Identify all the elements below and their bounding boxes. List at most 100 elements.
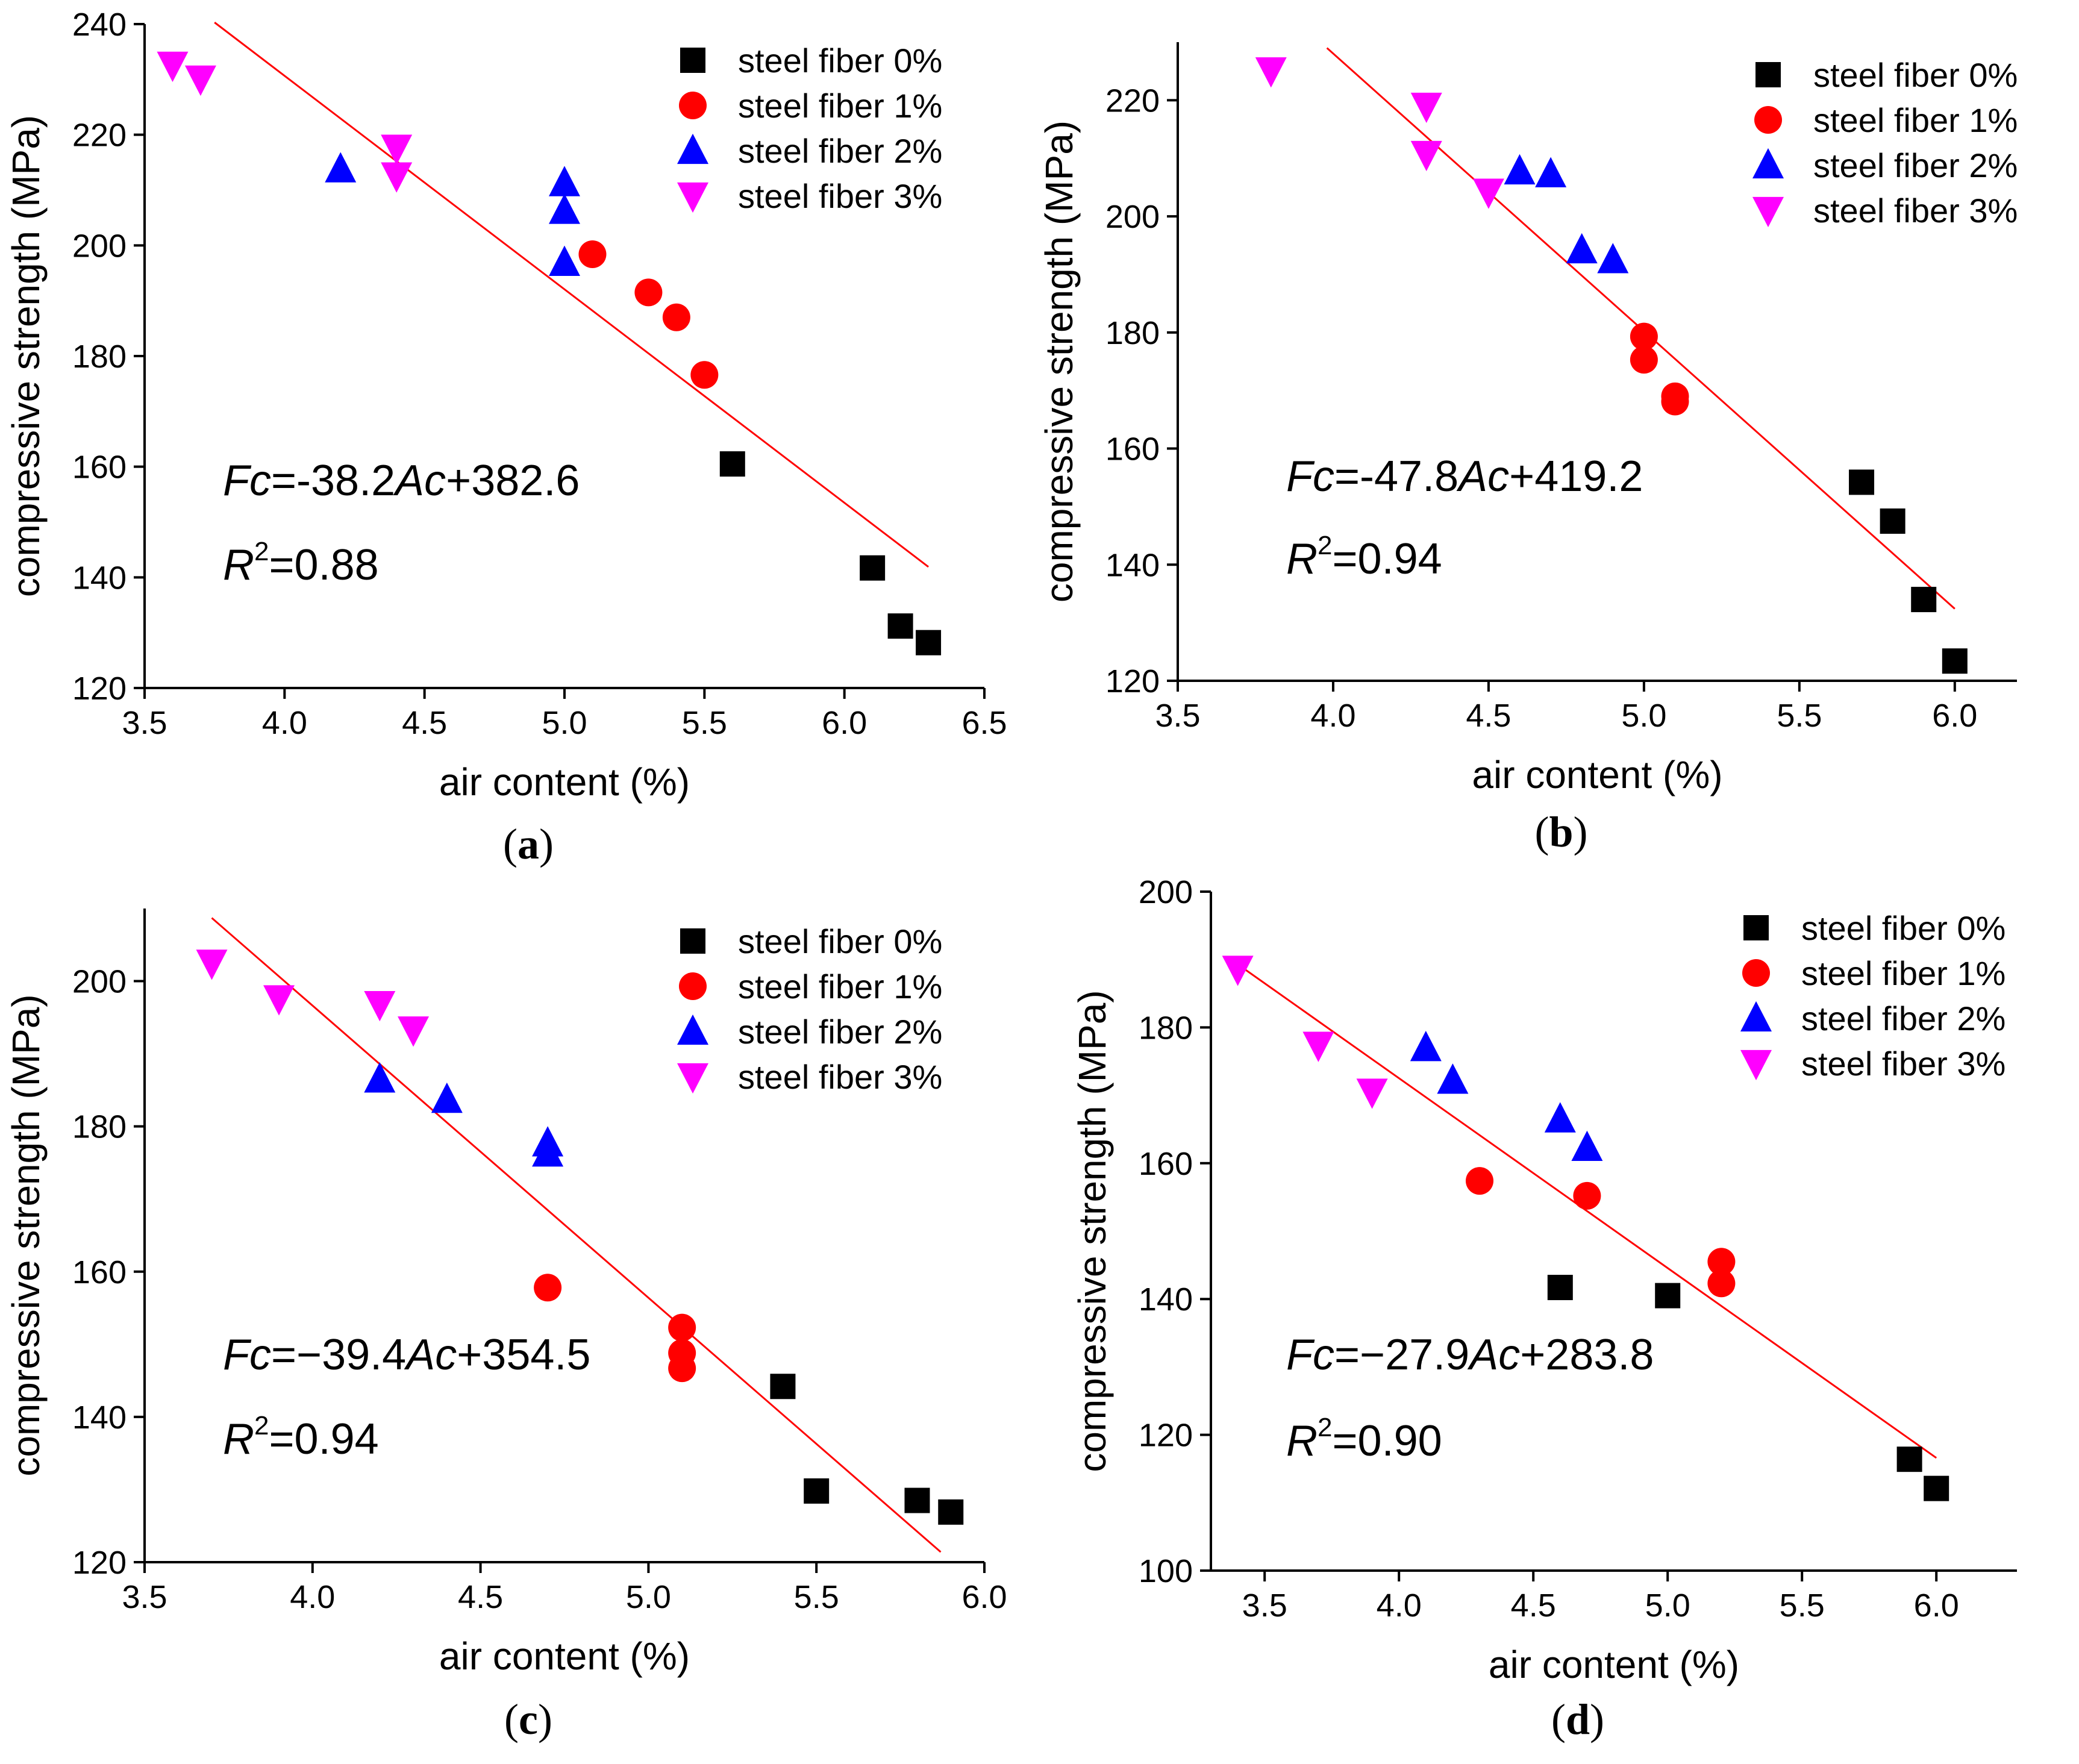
legend-entry: steel fiber 1%	[1801, 954, 2006, 992]
x-tick-label: 4.0	[1377, 1587, 1422, 1624]
equation-var: Ac	[393, 457, 446, 505]
x-tick-label: 4.0	[290, 1579, 335, 1615]
data-point-square	[1896, 1447, 1922, 1472]
data-point-triangle-down	[157, 51, 189, 83]
y-tick-label: 180	[1105, 315, 1160, 351]
legend-marker-square	[680, 48, 705, 73]
x-tick-label: 3.5	[1242, 1587, 1287, 1624]
panel-label: (c)	[504, 1695, 552, 1744]
panel-label-letter: a	[517, 820, 539, 868]
fit-line	[1237, 963, 1937, 1459]
r2-symbol: R	[1286, 535, 1318, 583]
data-point-triangle-up	[1535, 157, 1567, 187]
data-point-triangle-down	[263, 985, 295, 1016]
data-point-circle	[634, 278, 663, 307]
data-point-triangle-up	[1571, 1130, 1603, 1162]
legend-marker-circle	[679, 92, 707, 119]
legend-marker-square	[680, 928, 705, 954]
equation-rhs_pre: −27.9	[1360, 1331, 1469, 1379]
data-point-square	[938, 1499, 964, 1525]
legend-entry: steel fiber 3%	[1813, 192, 2018, 230]
y-tick-label: 200	[72, 964, 127, 1000]
data-point-triangle-up	[431, 1082, 463, 1113]
r2-symbol: R	[1286, 1417, 1318, 1465]
y-tick-label: 160	[1105, 431, 1160, 468]
data-point-circle	[662, 303, 690, 331]
data-point-triangle-up	[549, 166, 580, 196]
data-point-square	[1547, 1275, 1573, 1301]
y-tick-label: 220	[72, 117, 127, 154]
x-tick-label: 6.0	[1932, 698, 1977, 734]
y-tick-label: 120	[1105, 663, 1160, 699]
r2-exponent: 2	[1318, 531, 1332, 560]
data-point-circle	[534, 1274, 562, 1302]
data-point-square	[1849, 469, 1875, 495]
y-tick-label: 180	[1139, 1010, 1193, 1046]
legend-entry: steel fiber 3%	[1801, 1045, 2006, 1083]
panel-label-close: )	[1590, 1695, 1604, 1744]
legend-marker-square	[1755, 62, 1781, 87]
equation-rhs_pre: -38.2	[296, 457, 395, 505]
equation-lhs: Fc	[1286, 1331, 1334, 1379]
data-point-triangle-down	[381, 162, 413, 193]
legend-marker-triangle-up	[1752, 148, 1784, 179]
legend-marker-triangle-down	[677, 1063, 708, 1094]
x-tick-label: 6.0	[822, 705, 867, 741]
r2-symbol: R	[223, 1415, 254, 1463]
equation-rhs_pre: −39.4	[296, 1331, 406, 1379]
y-tick-label: 140	[1105, 547, 1160, 583]
r2-symbol: R	[223, 541, 254, 589]
equation-rhs_post: +382.6	[446, 457, 580, 505]
equation-rhs_post: +354.5	[457, 1331, 590, 1379]
legend-entry: steel fiber 0%	[738, 42, 942, 80]
data-point-square	[904, 1487, 930, 1513]
x-axis-title: air content (%)	[1472, 753, 1722, 796]
equation-rhs_post: +283.8	[1520, 1331, 1654, 1379]
data-point-circle	[1630, 346, 1658, 374]
equation-var: Ac	[404, 1331, 457, 1379]
x-axis-title: air content (%)	[439, 760, 690, 804]
panel-label-open: (	[504, 1695, 519, 1744]
x-tick-label: 3.5	[122, 705, 167, 741]
panel-label: (b)	[1534, 808, 1587, 856]
data-point-square	[860, 555, 886, 581]
data-point-square	[1942, 648, 1968, 674]
equation-lhs: Fc	[223, 1331, 271, 1379]
data-point-circle	[1573, 1181, 1601, 1210]
y-tick-label: 140	[1139, 1281, 1193, 1318]
panel-label: (a)	[503, 820, 554, 868]
legend-marker-triangle-down	[677, 182, 708, 213]
x-tick-label: 5.5	[1780, 1587, 1825, 1624]
data-point-triangle-up	[1437, 1063, 1469, 1094]
data-point-square	[770, 1374, 796, 1400]
data-point-triangle-up	[1597, 243, 1629, 274]
y-tick-label: 220	[1105, 83, 1160, 119]
legend-entry: steel fiber 0%	[1801, 909, 2006, 947]
data-point-triangle-down	[381, 134, 413, 165]
x-tick-label: 4.5	[458, 1579, 503, 1615]
y-axis-title: compressive strength (MPa)	[4, 115, 48, 597]
chart-panel-b: 3.5 4.0 4.5 5.0 5.5 6.0 120 140 160 180 200 220 air …	[1037, 42, 2018, 856]
data-point-circle	[1707, 1269, 1736, 1298]
data-point-triangle-up	[532, 1136, 564, 1167]
data-point-circle	[1630, 322, 1658, 351]
r-squared: R2=0.88	[223, 537, 379, 589]
data-point-triangle-up	[325, 152, 357, 183]
equation-lhs: Fc	[223, 457, 271, 505]
fit-equation: Fc=−27.9Ac+283.8	[1286, 1331, 1654, 1379]
legend-entry: steel fiber 2%	[738, 132, 942, 170]
data-point-triangle-up	[364, 1062, 396, 1093]
x-axis-title: air content (%)	[439, 1634, 690, 1678]
y-tick-label: 140	[72, 560, 127, 596]
x-tick-label: 4.5	[402, 705, 447, 741]
x-tick-label: 5.0	[542, 705, 587, 741]
legend-entry: steel fiber 2%	[738, 1013, 942, 1051]
y-axis-title: compressive strength (MPa)	[1071, 990, 1114, 1472]
x-tick-label: 5.5	[1777, 698, 1822, 734]
legend-entry: steel fiber 1%	[1813, 101, 2018, 139]
y-tick-label: 160	[72, 1254, 127, 1290]
legend-entry: steel fiber 3%	[738, 1058, 942, 1096]
panel-label-open: (	[1551, 1695, 1566, 1744]
data-point-triangle-down	[364, 990, 396, 1022]
data-point-square	[1880, 508, 1905, 534]
